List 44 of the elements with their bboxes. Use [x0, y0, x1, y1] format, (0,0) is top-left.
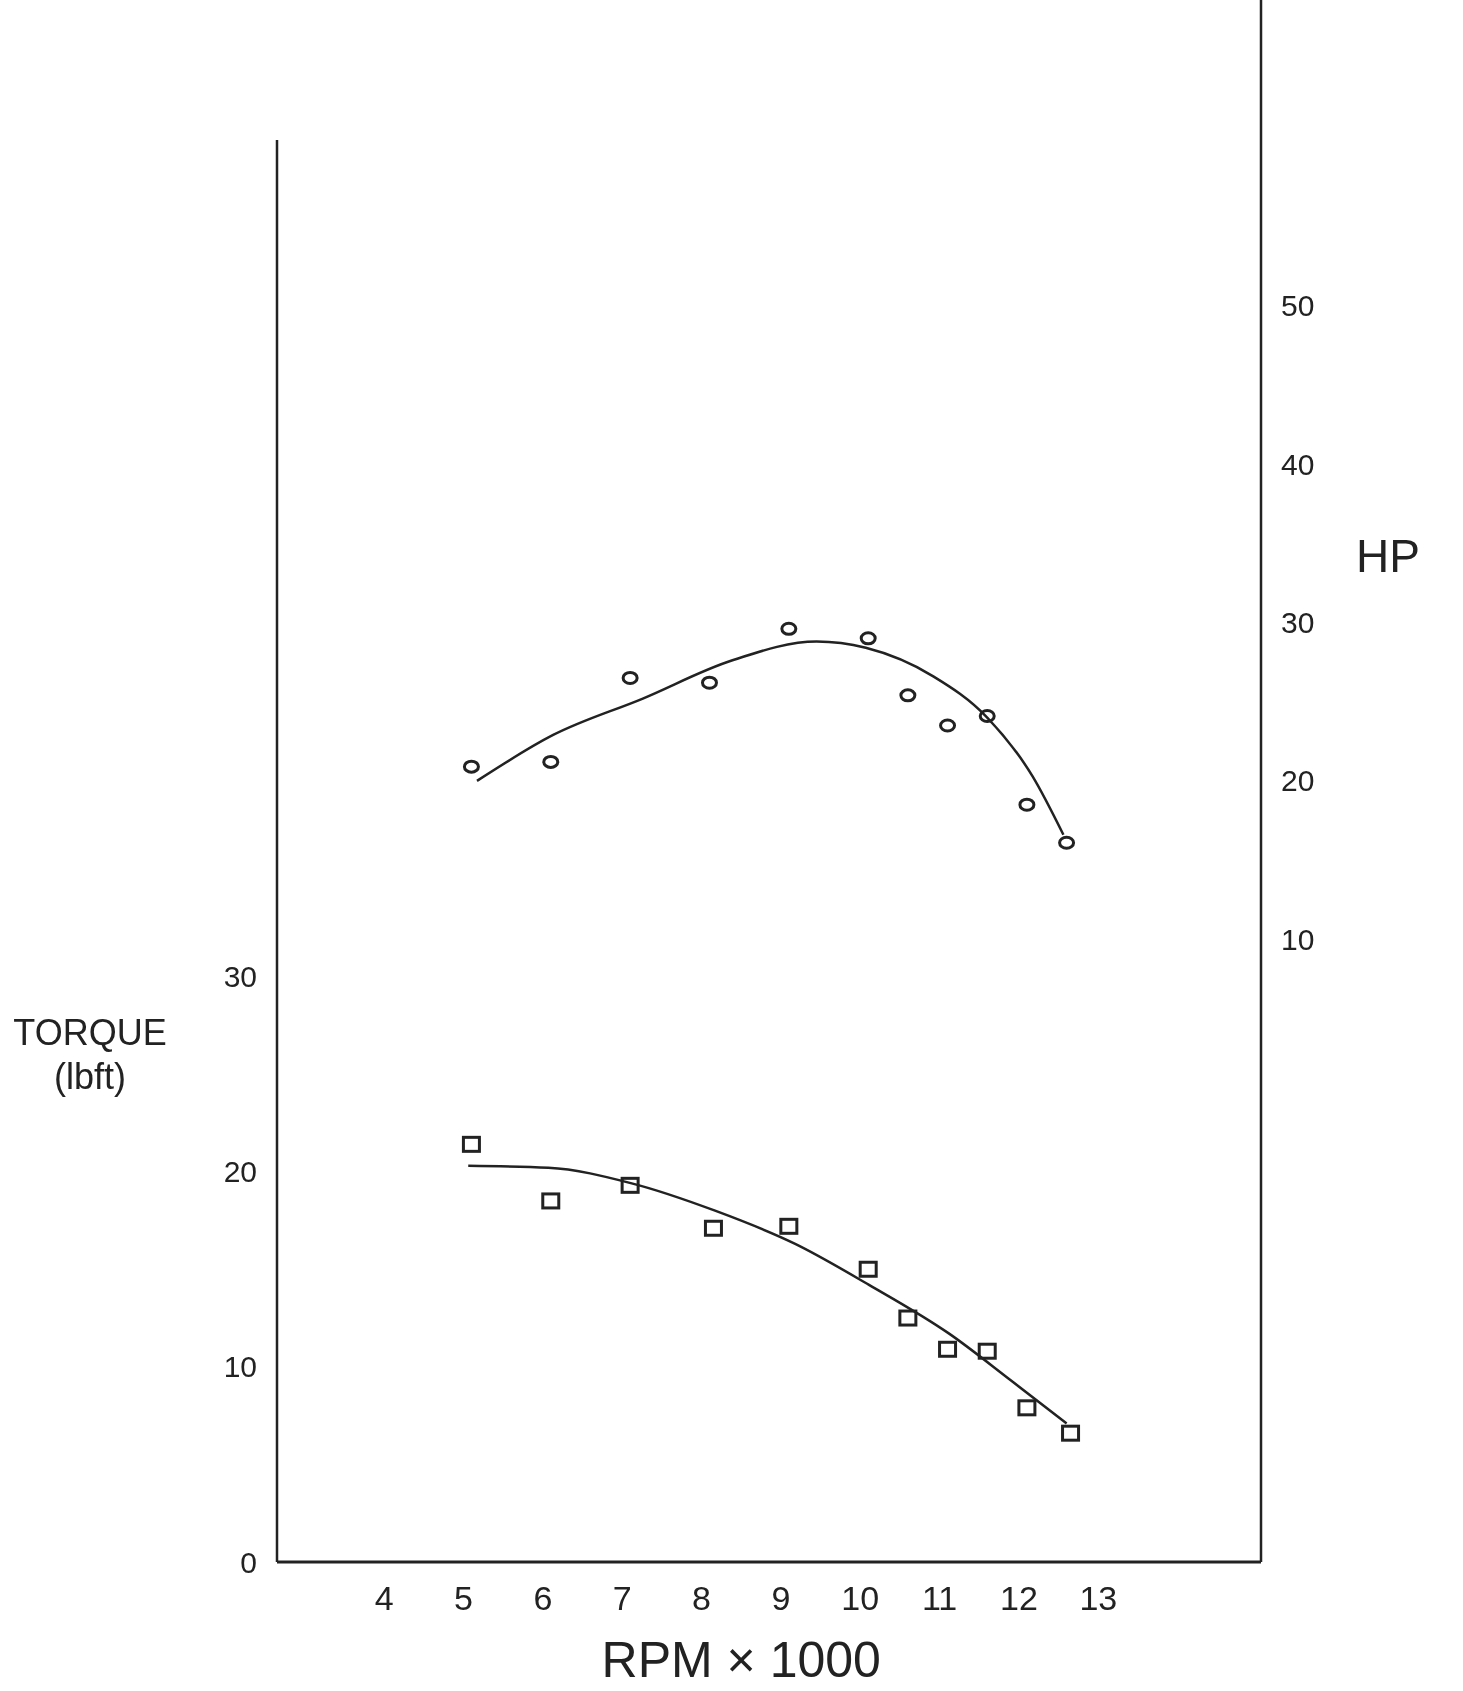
y2-tick-label: 10 — [1281, 922, 1315, 956]
point — [977, 1342, 997, 1360]
y-tick-label: 30 — [223, 959, 257, 993]
point — [899, 688, 917, 703]
x-axis-title: RPM × 1000 — [601, 1632, 881, 1688]
point — [859, 631, 877, 646]
y2-tick-label: 30 — [1281, 605, 1315, 639]
x-tick-label: 12 — [1000, 1579, 1038, 1617]
point — [1061, 1424, 1081, 1442]
point — [780, 621, 798, 636]
x-tick-label: 11 — [921, 1579, 958, 1617]
y-tick-label: 10 — [223, 1350, 257, 1384]
point — [938, 1340, 958, 1358]
x-tick-label: 13 — [1079, 1579, 1118, 1617]
point — [1018, 797, 1036, 812]
point — [898, 1309, 918, 1327]
point — [700, 675, 718, 690]
point — [703, 1219, 723, 1237]
point — [939, 718, 957, 733]
y2-tick-label: 20 — [1281, 764, 1315, 798]
point — [620, 1176, 640, 1194]
y-tick-label: 0 — [240, 1545, 257, 1579]
point — [462, 759, 480, 774]
y2-tick-label: 40 — [1281, 447, 1315, 481]
x-tick-label: 9 — [771, 1579, 791, 1617]
x-tick-label: 8 — [692, 1579, 712, 1617]
x-tick-label: 10 — [841, 1579, 880, 1617]
y-tick-label: 20 — [223, 1155, 257, 1189]
point — [1058, 835, 1076, 850]
x-tick-label: 6 — [533, 1579, 553, 1617]
y2-tick-label: 50 — [1281, 289, 1315, 323]
point — [978, 708, 996, 723]
point — [858, 1260, 878, 1278]
point — [541, 1192, 561, 1210]
x-tick-label: 4 — [374, 1579, 394, 1617]
point — [542, 754, 560, 769]
x-tick-label: 7 — [612, 1579, 632, 1617]
y-axis-title: TORQUE (lbft) — [13, 1012, 167, 1097]
x-tick-label: 5 — [454, 1579, 473, 1617]
point — [779, 1217, 799, 1235]
point — [621, 670, 639, 685]
point — [1017, 1399, 1037, 1417]
point — [461, 1135, 481, 1153]
y2-axis-title: HP — [1356, 530, 1420, 582]
